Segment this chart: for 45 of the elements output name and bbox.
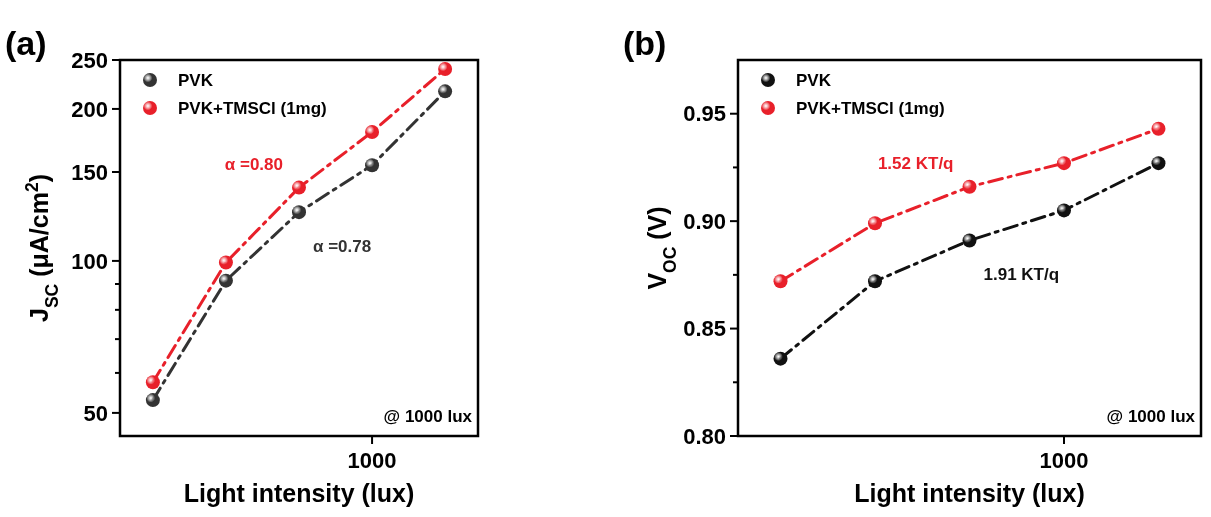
point <box>292 180 306 195</box>
annotation: @ 1000 lux <box>383 407 473 426</box>
annotation: α =0.78 <box>313 237 372 257</box>
annotation: α =0.80 <box>224 154 283 174</box>
point <box>438 61 453 76</box>
point <box>1151 156 1166 171</box>
point <box>1056 156 1071 171</box>
point <box>145 393 160 408</box>
y-tick-label: 0.95 <box>683 101 726 127</box>
legend-label: PVK <box>796 70 832 90</box>
legend-label: PVK+TMSCl (1mg) <box>178 98 327 118</box>
x-tick-label: 1000 <box>347 448 397 473</box>
point <box>218 255 233 270</box>
legend-label: PVK <box>178 70 214 90</box>
point <box>868 274 883 289</box>
point <box>1151 121 1166 136</box>
point <box>438 84 453 99</box>
point <box>365 158 380 173</box>
y-tick-label: 200 <box>71 96 108 122</box>
chart-title: (b) <box>623 24 667 62</box>
y-tick-label: 50 <box>83 400 108 426</box>
annotation: @ 1000 lux <box>1106 407 1196 426</box>
point <box>218 273 233 288</box>
legend-label: PVK+TMSCl (1mg) <box>796 98 945 118</box>
point <box>868 216 883 231</box>
point <box>365 125 380 140</box>
point <box>962 233 977 248</box>
y-tick-label: 0.90 <box>683 208 726 234</box>
point <box>773 351 788 366</box>
point <box>292 205 306 220</box>
x-tick-label: 1000 <box>1039 448 1089 473</box>
y-tick-label: 100 <box>71 248 108 274</box>
point <box>773 274 788 289</box>
point <box>1056 203 1071 218</box>
x-axis-title: Light intensity (lux) <box>183 479 415 507</box>
y-tick-label: 250 <box>71 47 108 73</box>
annotation: 1.52 KT/q <box>877 153 954 173</box>
point <box>145 375 160 390</box>
y-tick-label: 0.85 <box>683 316 726 342</box>
x-axis-title: Light intensity (lux) <box>854 479 1085 507</box>
y-tick-label: 0.80 <box>683 423 726 449</box>
y-tick-label: 150 <box>71 159 108 185</box>
annotation: 1.91 KT/q <box>983 265 1060 285</box>
chart-title: (a) <box>5 24 47 62</box>
point <box>962 179 977 194</box>
